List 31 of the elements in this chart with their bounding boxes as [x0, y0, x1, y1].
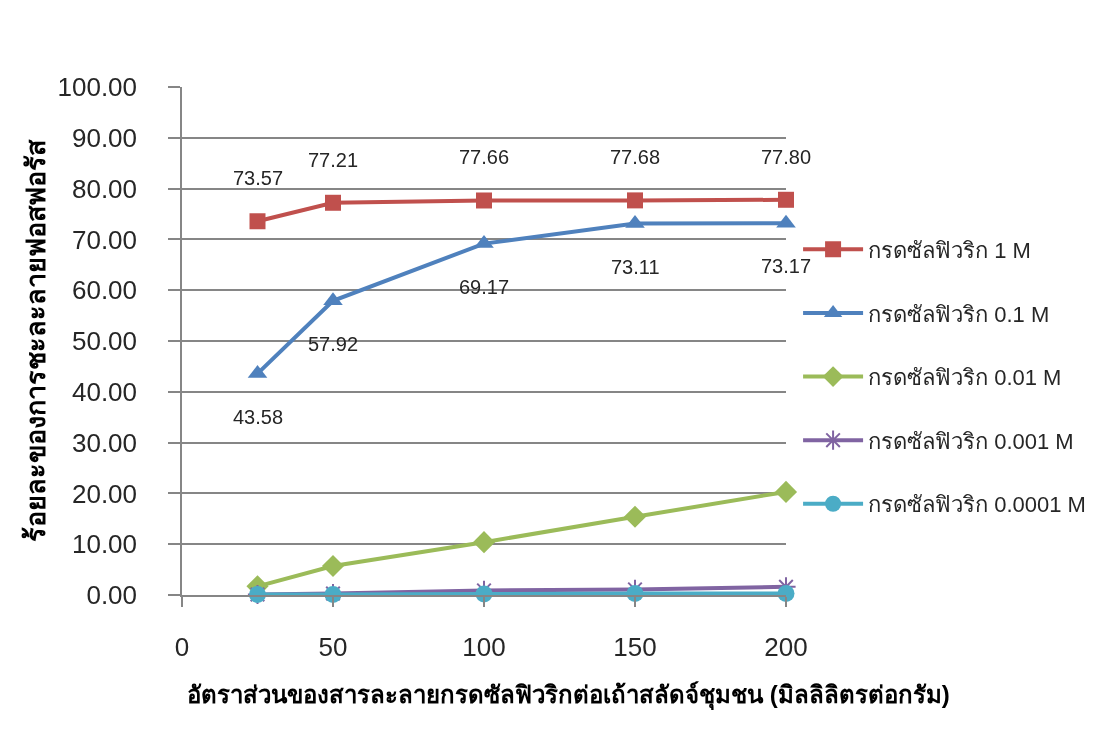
y-tick-label: 20.00 [71, 478, 138, 509]
y-tick-label: 80.00 [71, 173, 138, 204]
legend-label: กรดซัลฟิวริก 0.0001 M [868, 492, 1086, 518]
x-tick-label: 50 [318, 631, 348, 662]
data-label: 77.21 [308, 149, 359, 171]
y-tick-label: 100.00 [57, 72, 138, 103]
legend-label: กรดซัลฟิวริก 1 M [868, 237, 1031, 263]
data-label: 77.80 [761, 146, 812, 168]
y-tick-label: 0.00 [86, 580, 138, 611]
x-tick-label: 150 [613, 631, 657, 662]
data-label: 73.17 [761, 255, 812, 277]
y-tick-label: 50.00 [71, 326, 138, 357]
x-tick-label: 100 [462, 631, 506, 662]
x-tick-label: 200 [764, 631, 808, 662]
data-label: 73.11 [611, 256, 660, 278]
y-axis-title: ร้อยละของการชะละลายฟอสฟอรัส [21, 139, 52, 542]
x-tick-label: 0 [174, 631, 190, 662]
y-tick-label: 40.00 [71, 376, 138, 407]
y-tick-label: 90.00 [71, 122, 138, 153]
y-tick-label: 70.00 [71, 224, 138, 255]
legend-label: กรดซัลฟิวริก 0.1 M [868, 301, 1050, 327]
data-label: 73.57 [233, 167, 284, 189]
legend-label: กรดซัลฟิวริก 0.001 M [868, 428, 1074, 454]
legend-label: กรดซัลฟิวริก 0.01 M [868, 365, 1062, 391]
y-tick-label: 10.00 [71, 529, 138, 560]
data-label: 77.68 [610, 146, 661, 168]
y-tick-label: 30.00 [71, 427, 138, 458]
y-tick-label: 60.00 [71, 275, 138, 306]
data-label: 77.66 [459, 146, 510, 168]
data-label: 43.58 [233, 406, 284, 428]
x-axis-title: อัตราส่วนของสารละลายกรดซัลฟิวริกต่อเถ้าสลัดจ์ชุมชน (มิลลิลิตรต่อกรัม) [187, 681, 950, 711]
